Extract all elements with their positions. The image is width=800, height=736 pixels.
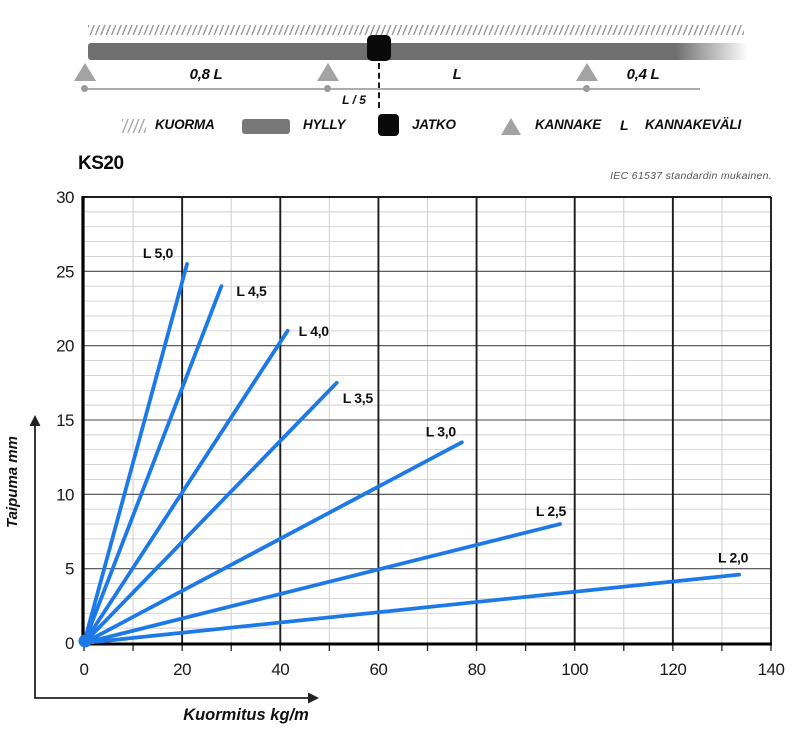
- y-tick-label: 5: [65, 560, 74, 579]
- chart-title: KS20: [78, 153, 124, 174]
- joint-square-icon: [378, 114, 399, 136]
- x-tick-label: 100: [561, 660, 588, 679]
- chart-line: [82, 380, 339, 645]
- load-hatch-icon: [122, 119, 146, 133]
- chart-line: [82, 572, 742, 645]
- chart-line: [82, 440, 464, 645]
- span-label-left: 0,8 L: [189, 66, 223, 83]
- legend-label-kuorma: KUORMA: [155, 117, 215, 132]
- chart-line-label: L 3,5: [343, 390, 374, 406]
- support-triangle-3: [576, 63, 598, 81]
- legend-label-jatko: JATKO: [412, 117, 456, 132]
- x-axis-arrowhead: [308, 692, 319, 704]
- chart-line-label: L 4,5: [236, 283, 267, 299]
- dimension-dot-2: [324, 85, 331, 92]
- x-tick-label: 140: [758, 660, 785, 679]
- chart-line: [82, 284, 224, 645]
- dimension-dot-3: [583, 85, 590, 92]
- dimension-line: [85, 88, 700, 90]
- chart-line-label: L 3,0: [426, 423, 457, 439]
- joint-square: [367, 35, 391, 61]
- legend-label-hylly: HYLLY: [303, 117, 346, 132]
- legend-label-kannake: KANNAKE: [535, 117, 602, 132]
- x-tick-label: 60: [369, 660, 387, 679]
- legend-symbol-L: L: [620, 117, 629, 133]
- origin-dot: [78, 634, 92, 648]
- chart-line: [82, 328, 290, 645]
- chart-line-label: L 2,0: [718, 550, 749, 566]
- x-tick-label: 120: [659, 660, 686, 679]
- y-tick-label: 20: [56, 337, 74, 356]
- x-tick-label: 0: [80, 660, 89, 679]
- joint-dash-line: [378, 63, 380, 108]
- support-triangle-2: [317, 63, 339, 81]
- standard-note: IEC 61537 standardin mukainen.: [610, 170, 772, 182]
- support-triangle-1: [74, 63, 96, 81]
- y-tick-label: 30: [56, 188, 74, 207]
- dimension-dot-1: [81, 85, 88, 92]
- x-axis-title: Kuormitus kg/m: [183, 706, 309, 724]
- y-axis-arrowhead: [29, 415, 41, 426]
- legend-label-kannakevali: KANNAKEVÄLI: [645, 117, 742, 132]
- chart-line-label: L 2,5: [536, 503, 567, 519]
- shelf-bar: [88, 43, 748, 60]
- x-tick-label: 20: [173, 660, 191, 679]
- y-tick-label: 0: [65, 634, 74, 653]
- axis-arrow-lines: [34, 423, 310, 699]
- chart-line: [82, 522, 562, 645]
- y-tick-label: 15: [56, 411, 74, 430]
- span-label-mid: L: [452, 66, 462, 83]
- chart-line-label: L 4,0: [299, 323, 330, 339]
- joint-offset-label: L / 5: [342, 93, 366, 107]
- x-tick-label: 40: [271, 660, 289, 679]
- y-axis-title: Taipuma mm: [4, 436, 21, 528]
- y-tick-label: 10: [56, 485, 74, 504]
- x-tick-label: 80: [468, 660, 486, 679]
- shelf-bar-icon: [242, 119, 290, 134]
- span-label-right: 0,4 L: [626, 66, 660, 83]
- support-triangle-icon: [501, 118, 521, 135]
- chart-line-label: L 5,0: [143, 245, 174, 261]
- y-tick-label: 25: [56, 262, 74, 281]
- load-hatch-strip: [88, 25, 744, 35]
- chart-line: [82, 261, 189, 645]
